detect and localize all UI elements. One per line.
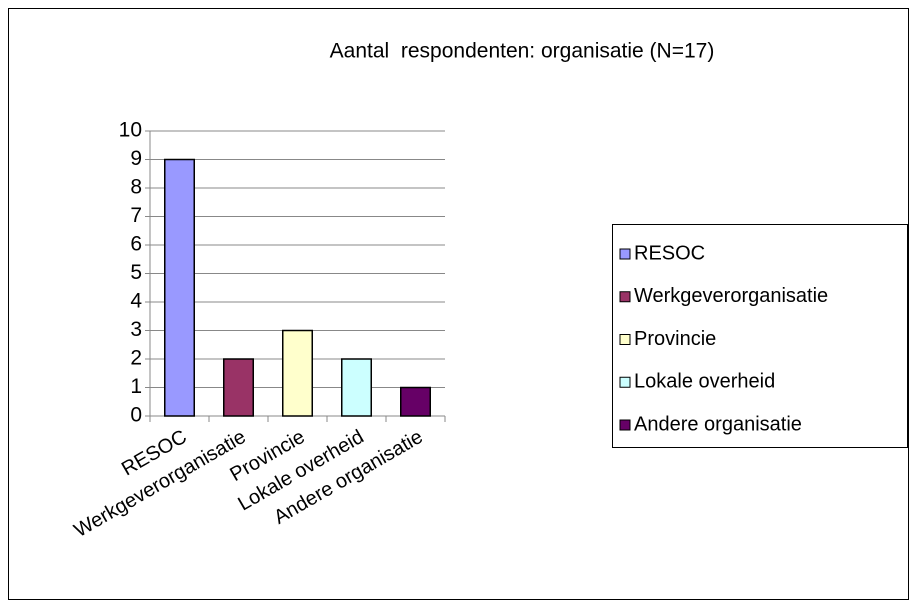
bar — [341, 358, 372, 417]
y-tick-label: 0 — [130, 404, 142, 427]
y-tick-label: 3 — [130, 318, 142, 341]
bar — [223, 358, 254, 417]
legend-swatch — [619, 334, 631, 345]
legend-swatch — [619, 291, 631, 303]
y-tick-label: 9 — [130, 147, 142, 170]
bar — [282, 329, 313, 417]
legend-label: RESOC — [634, 242, 705, 264]
legend-label: Werkgeverorganisatie — [634, 285, 828, 307]
y-tick-label: 6 — [130, 233, 142, 256]
legend-swatch — [619, 376, 631, 388]
bar — [400, 386, 431, 417]
y-tick-label: 4 — [130, 290, 142, 313]
y-tick-label: 5 — [130, 261, 142, 284]
legend-label: Lokale overheid — [634, 371, 775, 393]
y-tick-label: 10 — [119, 119, 142, 142]
legend-box — [612, 224, 908, 448]
legend-label: Andere organisatie — [634, 413, 802, 435]
y-tick-label: 2 — [130, 347, 142, 370]
y-tick-label: 1 — [130, 375, 142, 398]
legend-swatch — [619, 419, 631, 431]
legend-label: Provincie — [634, 328, 716, 350]
bar — [164, 158, 195, 417]
legend-swatch — [619, 248, 631, 260]
y-tick-label: 7 — [130, 204, 142, 227]
y-tick-label: 8 — [130, 176, 142, 199]
chart-title: Aantal respondenten: organisatie (N=17) — [330, 40, 715, 63]
